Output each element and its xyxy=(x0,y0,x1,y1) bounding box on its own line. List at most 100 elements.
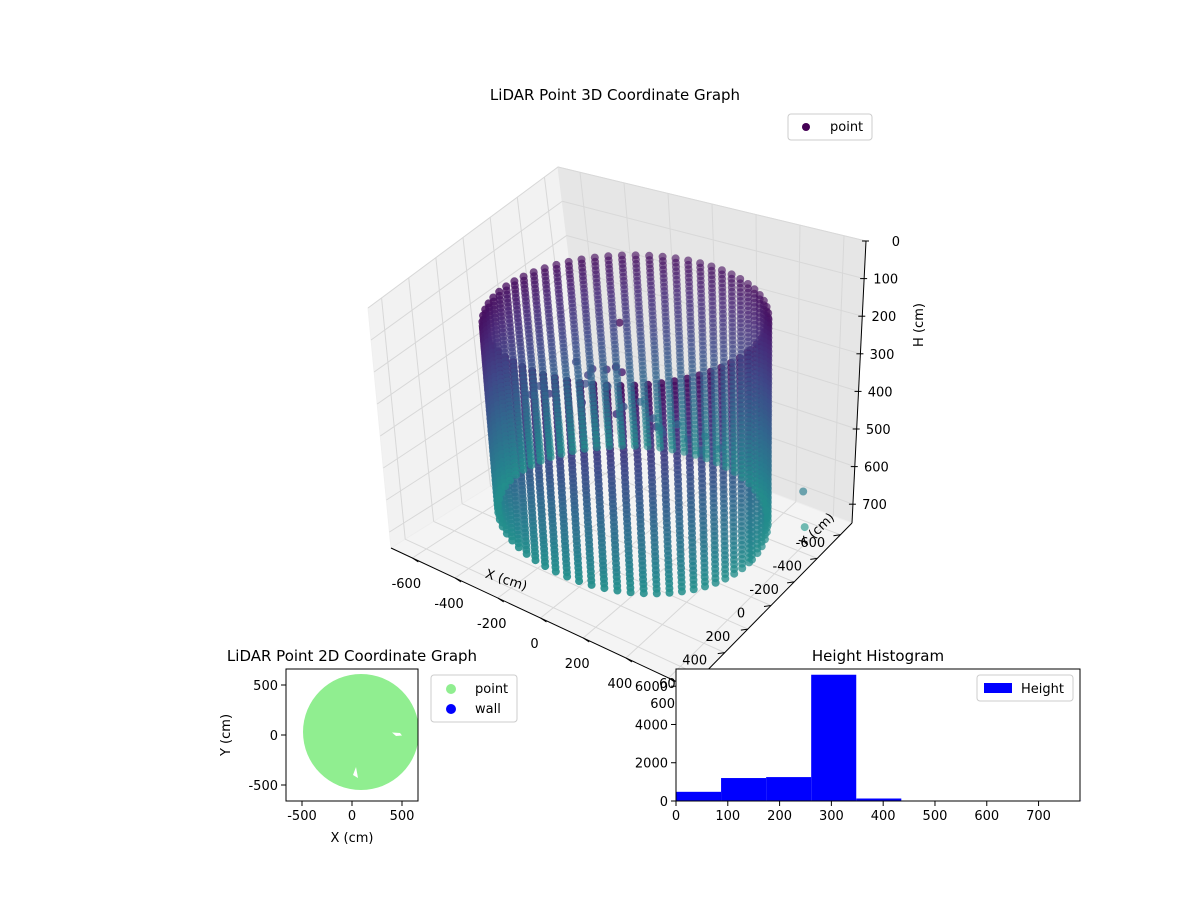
data-point xyxy=(508,536,517,545)
data-point xyxy=(541,562,550,571)
y-tick xyxy=(787,581,795,584)
data-point xyxy=(668,445,677,454)
grid-line-z-side xyxy=(379,303,576,437)
z-tick-label: 500 xyxy=(866,423,891,438)
histogram-bar xyxy=(721,778,767,801)
x-tick-label: -400 xyxy=(434,597,464,612)
data-point xyxy=(557,449,566,458)
data-point xyxy=(502,529,511,538)
chart-2d: LiDAR Point 2D Coordinate Graph -500 0 500… xyxy=(219,647,518,846)
grid-line-z-back xyxy=(557,166,867,242)
x-tick xyxy=(625,657,633,663)
chart-histogram: Height Histogram 0 100 200 300 400 500 600 700 0… xyxy=(635,647,1082,824)
data-point xyxy=(568,447,577,455)
data-point xyxy=(762,506,770,515)
data-point xyxy=(701,582,709,591)
legend-label-point: point xyxy=(475,682,508,697)
data-point xyxy=(763,513,772,522)
histogram-bar xyxy=(676,791,722,801)
data-point xyxy=(626,588,635,597)
y-tick xyxy=(717,652,725,655)
z-axis-line xyxy=(851,240,867,524)
data-point xyxy=(497,488,506,497)
chart-2d-legend: point wall xyxy=(430,674,518,723)
data-point xyxy=(639,589,648,598)
data-point xyxy=(748,555,756,564)
x-tick xyxy=(412,557,419,563)
data-point xyxy=(587,580,596,589)
grid-line-y-side xyxy=(462,237,491,487)
y-tick-label: 200 xyxy=(705,630,730,645)
x-tick-label: 500 xyxy=(923,809,948,824)
y-tick-label: -400 xyxy=(773,559,803,574)
z-tick-label: 0 xyxy=(892,235,900,250)
z-tick-label: 400 xyxy=(868,385,893,400)
data-point xyxy=(522,549,531,558)
data-point xyxy=(512,470,521,479)
legend-label-wall: wall xyxy=(475,702,501,717)
y-tick xyxy=(810,557,818,560)
points-2d xyxy=(303,674,418,790)
data-point xyxy=(580,444,589,453)
data-point xyxy=(643,442,652,451)
data-point xyxy=(506,476,515,485)
legend-marker-point xyxy=(802,123,810,131)
data-point xyxy=(730,468,739,476)
z-tick-label: 700 xyxy=(862,498,887,513)
data-point xyxy=(721,574,730,583)
point-cloud-disc xyxy=(303,674,418,790)
data-point xyxy=(514,543,523,552)
data-point xyxy=(495,494,504,503)
x-tick-label: 100 xyxy=(715,809,740,824)
data-point xyxy=(615,318,624,327)
data-point xyxy=(691,450,700,459)
x-tick-label: 400 xyxy=(871,809,896,824)
data-point xyxy=(494,508,503,517)
grid-line-y-side xyxy=(435,257,463,504)
x-tick-label: 0 xyxy=(348,809,356,824)
data-point xyxy=(495,515,504,524)
x-tick xyxy=(497,597,505,603)
data-point xyxy=(519,465,528,474)
data-point xyxy=(712,458,721,467)
grid-line-y-side xyxy=(408,277,435,522)
data-point xyxy=(722,462,731,471)
data-point xyxy=(753,549,762,558)
legend-marker-point xyxy=(446,684,456,694)
histogram-legend: Height xyxy=(976,674,1074,702)
chart-3d-legend: point xyxy=(787,113,873,141)
data-point xyxy=(575,577,584,586)
z-tick-label: 300 xyxy=(870,348,895,363)
data-point xyxy=(652,589,661,598)
data-point xyxy=(680,447,689,456)
data-point xyxy=(630,441,639,450)
legend-label-height: Height xyxy=(1021,682,1064,697)
x-tick-label: 200 xyxy=(767,809,792,824)
x-tick-label: 400 xyxy=(608,677,633,692)
data-point xyxy=(760,535,769,544)
x-tick-label: 600 xyxy=(650,697,675,712)
data-point xyxy=(656,443,665,452)
y-tick-label: -600 xyxy=(796,536,826,551)
y-tick xyxy=(740,628,748,631)
chart-2d-ylabel: Y (cm) xyxy=(219,714,234,757)
data-point xyxy=(738,473,747,482)
data-point xyxy=(551,567,560,576)
data-point xyxy=(730,569,739,578)
x-tick-label: -600 xyxy=(392,577,422,592)
x-tick xyxy=(540,617,547,623)
y-tick-label: 0 xyxy=(270,729,278,744)
y-tick-label: 0 xyxy=(737,607,745,622)
legend-label-point: point xyxy=(830,120,863,135)
chart-2d-title: LiDAR Point 2D Coordinate Graph xyxy=(227,647,477,665)
z-tick-label: 200 xyxy=(871,310,896,325)
legend-marker-wall xyxy=(446,704,456,714)
histogram-bar xyxy=(811,674,857,801)
chart-3d-title: LiDAR Point 3D Coordinate Graph xyxy=(490,86,740,104)
z-tick-label: 100 xyxy=(873,273,898,288)
y-tick-label: 2000 xyxy=(635,757,668,772)
x-tick-label: -500 xyxy=(287,809,317,824)
data-point xyxy=(581,379,590,388)
data-point xyxy=(546,453,555,461)
